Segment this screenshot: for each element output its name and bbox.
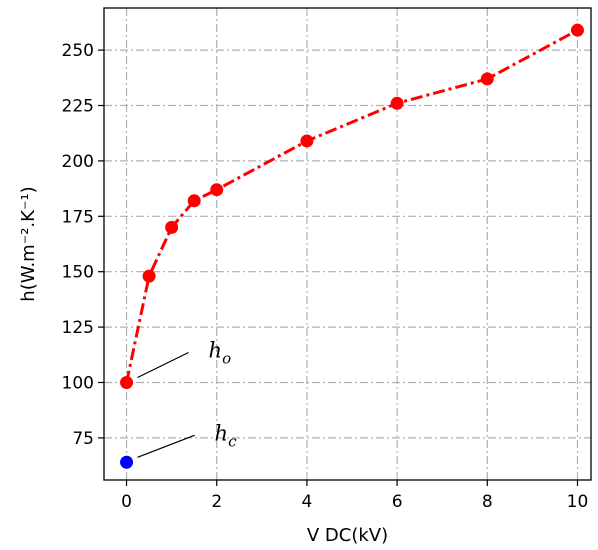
annotation-leader-line bbox=[137, 351, 189, 379]
data-point-red bbox=[480, 72, 494, 86]
x-tick-label: 0 bbox=[121, 492, 132, 512]
x-axis-label: V DC(kV) bbox=[307, 525, 388, 546]
series-line bbox=[125, 28, 579, 383]
y-tick-label: 175 bbox=[62, 207, 94, 227]
data-point-red bbox=[390, 96, 404, 110]
annotation-subscript: o bbox=[222, 349, 231, 367]
y-tick-label: 200 bbox=[62, 152, 94, 172]
y-axis-label: h(W.m⁻².K⁻¹) bbox=[18, 186, 39, 301]
x-tick-label: 2 bbox=[211, 492, 222, 512]
annotation-subscript: c bbox=[228, 432, 237, 450]
y-tick-label: 225 bbox=[62, 97, 94, 117]
y-tick-label: 75 bbox=[72, 429, 94, 449]
data-point-red bbox=[570, 23, 584, 37]
annotation-base: h bbox=[215, 421, 229, 445]
plot-frame bbox=[103, 7, 592, 481]
x-tick-label: 10 bbox=[567, 492, 589, 512]
data-point-red bbox=[187, 194, 201, 208]
data-point-red bbox=[165, 220, 179, 234]
annotation-label: hc bbox=[215, 421, 238, 450]
y-tick-label: 150 bbox=[62, 263, 94, 283]
y-tick-label: 250 bbox=[62, 41, 94, 61]
y-tick-label: 125 bbox=[62, 318, 94, 338]
data-point-red bbox=[300, 134, 314, 148]
grid bbox=[104, 8, 591, 480]
data-point-blue bbox=[120, 455, 134, 469]
x-tick-label: 4 bbox=[302, 492, 313, 512]
x-tick-label: 8 bbox=[482, 492, 493, 512]
annotation-base: h bbox=[209, 338, 223, 362]
data-point-red bbox=[210, 183, 224, 197]
markers bbox=[120, 23, 584, 469]
x-tick-label: 6 bbox=[392, 492, 403, 512]
y-tick-label: 100 bbox=[62, 373, 94, 393]
data-point-red bbox=[142, 269, 156, 283]
plot-background bbox=[104, 8, 591, 480]
annotation-leader-line bbox=[137, 434, 195, 458]
data-point-red bbox=[120, 375, 134, 389]
annotation-label: ho bbox=[209, 338, 232, 367]
series-line-path bbox=[125, 28, 579, 383]
ticks: 0 2 4 6 8 10 75 100 125 150 175 200 225 250 bbox=[62, 41, 589, 512]
